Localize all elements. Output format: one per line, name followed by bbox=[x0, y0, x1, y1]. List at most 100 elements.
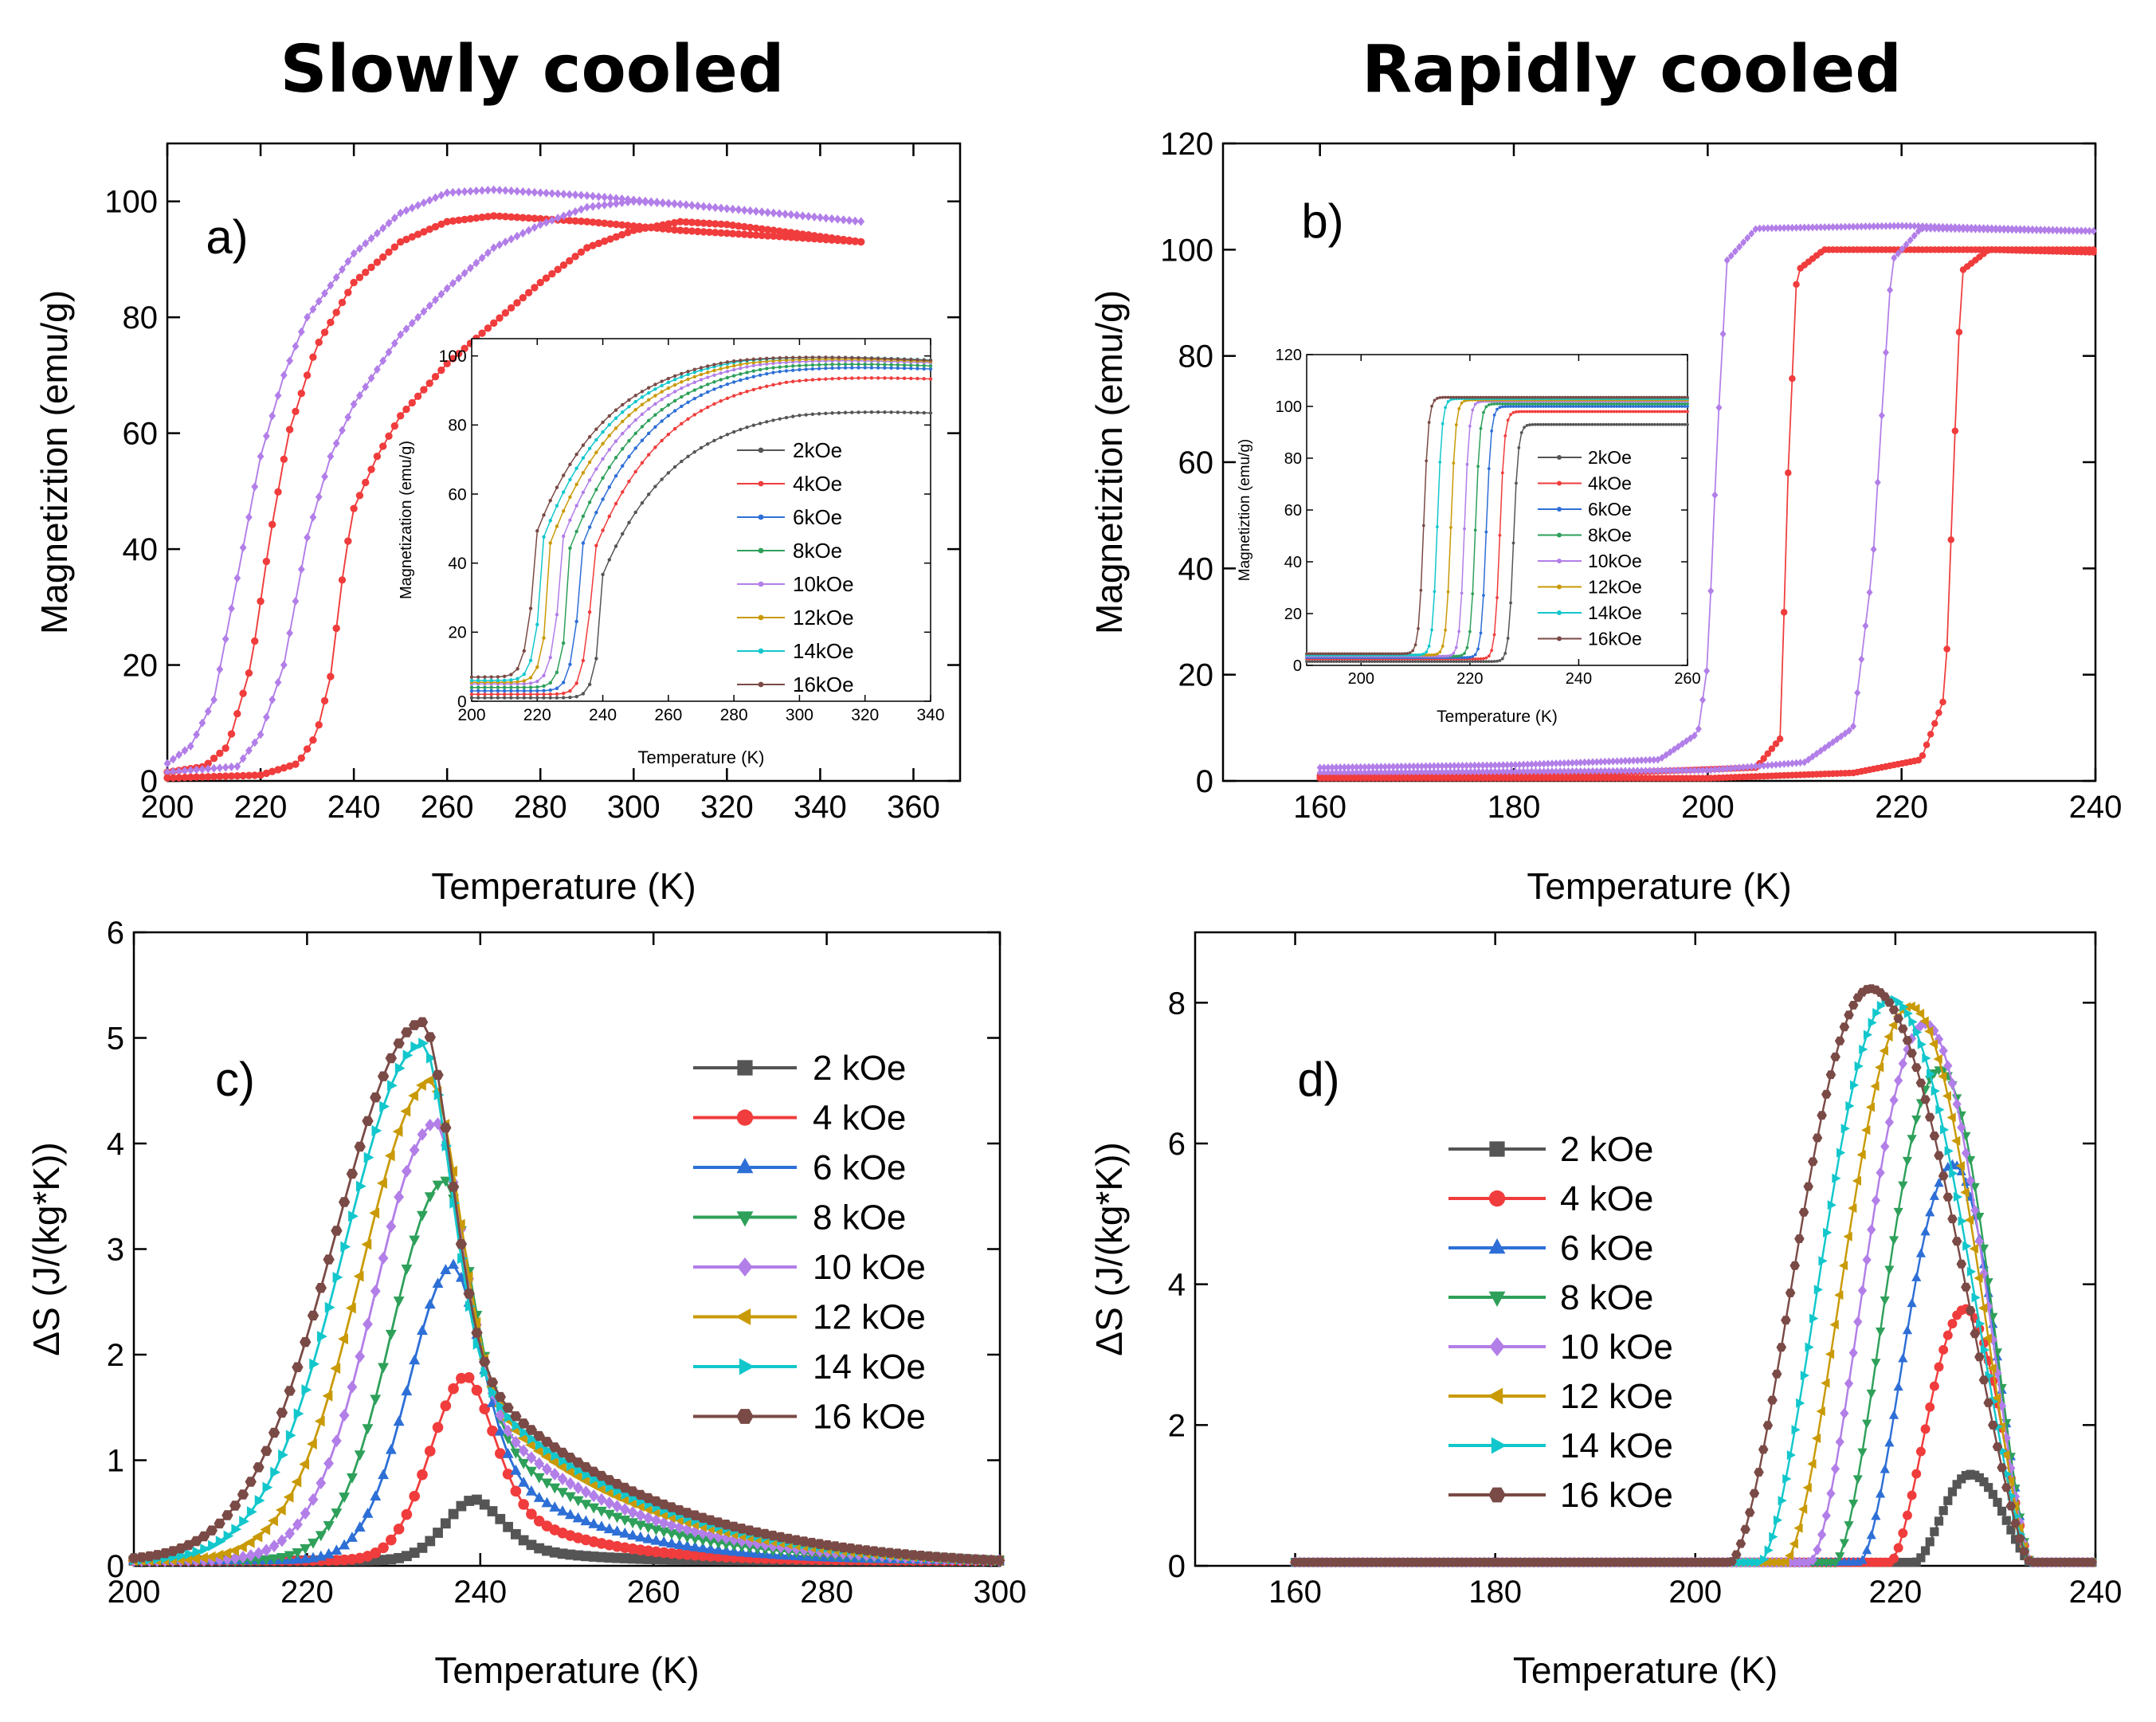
panel-a-series-2-marker bbox=[461, 269, 468, 278]
panel-a-series-3-marker bbox=[635, 226, 644, 233]
panel-b-inset-series-7-marker bbox=[1354, 652, 1358, 656]
panel-a-inset-series-3-marker bbox=[712, 380, 716, 384]
heading-right: Rapidly cooled bbox=[1362, 32, 1902, 108]
panel-a-series-3-marker bbox=[379, 442, 387, 450]
panel-b-inset-series-7-marker bbox=[1658, 395, 1662, 399]
panel-b-inset-series-1-marker bbox=[1528, 410, 1531, 414]
panel-c-series-7-marker bbox=[127, 1553, 140, 1563]
panel-a-inset-series-7-marker bbox=[758, 357, 762, 361]
panel-c-series-7-marker bbox=[845, 1543, 857, 1554]
panel-b-inset-series-7-marker bbox=[1596, 395, 1600, 399]
panel-c-series-6-marker bbox=[324, 1301, 335, 1313]
panel-a-inset-series-7-marker bbox=[857, 355, 860, 360]
panel-a-inset-series-5-marker bbox=[568, 495, 572, 500]
panel-d-series-2-marker bbox=[1925, 1207, 1935, 1217]
panel-a-inset-series-7-marker bbox=[653, 382, 657, 386]
panel-a-inset-series-1-marker bbox=[725, 396, 730, 401]
panel-b-inset-series-6-marker bbox=[1419, 653, 1423, 657]
panel-b-inset-series-0-marker bbox=[1457, 660, 1461, 663]
panel-a-series-3-marker bbox=[414, 392, 422, 400]
panel-c-series-1-marker bbox=[393, 1524, 405, 1535]
panel-c-series-4-marker bbox=[269, 1540, 280, 1553]
panel-b-inset-series-3-marker bbox=[1509, 402, 1512, 406]
panel-b-inset-series-4-marker bbox=[1449, 653, 1452, 657]
panel-a-series-2-marker bbox=[367, 374, 375, 383]
panel-b-inset-series-0-marker bbox=[1373, 660, 1377, 663]
panel-b-inset-series-2-marker bbox=[1533, 405, 1537, 408]
panel-a-inset-series-0-marker bbox=[607, 558, 612, 562]
panel-c-series-5-marker bbox=[361, 1238, 372, 1250]
panel-b-inset-series-3-marker bbox=[1547, 402, 1550, 406]
panel-c-series-7-marker bbox=[954, 1553, 966, 1563]
panel-d-series-3-marker bbox=[1857, 1448, 1868, 1457]
panel-b-inset-series-7-marker bbox=[1310, 652, 1314, 656]
panel-b-inset-series-2-marker bbox=[1468, 655, 1472, 659]
panel-d-series-2-marker bbox=[1857, 1555, 1868, 1564]
panel-b-inset-series-0-marker bbox=[1612, 422, 1616, 426]
panel-b-series-0-marker bbox=[1854, 222, 1861, 231]
panel-b-inset-series-7-marker bbox=[1357, 652, 1360, 656]
panel-a-series-2-marker bbox=[350, 399, 358, 409]
panel-a-inset-series-1-marker bbox=[509, 692, 513, 696]
panel-a-inset-series-5-marker bbox=[672, 382, 677, 387]
panel-b-series-0-marker bbox=[1874, 222, 1881, 230]
panel-b-series-2-marker bbox=[1357, 768, 1364, 777]
panel-c-series-6-marker bbox=[285, 1430, 296, 1442]
panel-b-series-2-marker bbox=[1520, 767, 1527, 776]
panel-a-inset-series-1-marker bbox=[739, 391, 743, 396]
panel-a-series-1-marker bbox=[385, 248, 393, 257]
panel-b-series-2-marker bbox=[2070, 226, 2077, 235]
panel-a-inset-series-4-marker bbox=[699, 378, 704, 382]
panel-a-series-1-marker bbox=[601, 219, 609, 227]
panel-b-series-2-marker bbox=[1524, 767, 1531, 776]
panel-a-inset-series-3-marker bbox=[574, 529, 578, 534]
panel-b-series-0-marker bbox=[1434, 762, 1441, 771]
panel-c-series-3-marker bbox=[557, 1488, 569, 1499]
panel-b-inset-series-6-marker bbox=[1430, 628, 1433, 632]
panel-d-series-2-marker bbox=[1875, 1489, 1886, 1498]
panel-b-inset-series-0-marker bbox=[1607, 422, 1610, 426]
panel-b-series-0-marker bbox=[1511, 760, 1519, 769]
panel-c-series-7-marker bbox=[985, 1555, 998, 1566]
panel-d-series-0-marker bbox=[1988, 1489, 1997, 1499]
panel-b-inset-series-0-marker bbox=[1658, 422, 1662, 426]
panel-b-series-0-marker bbox=[1386, 763, 1393, 771]
panel-c-legend-marker bbox=[735, 1308, 751, 1325]
panel-a-inset-xtick-label: 280 bbox=[720, 706, 748, 724]
panel-a-inset-series-4-marker bbox=[712, 373, 716, 378]
panel-b-inset-series-2-marker bbox=[1511, 405, 1515, 408]
panel-c-series-4-marker bbox=[518, 1444, 529, 1457]
panel-b-inset-series-7-marker bbox=[1544, 395, 1548, 399]
panel-a-inset-series-0-marker bbox=[883, 410, 887, 414]
panel-b-inset-series-0-marker bbox=[1547, 422, 1550, 426]
panel-b-inset-series-2-marker bbox=[1487, 467, 1491, 470]
panel-c-series-4-marker bbox=[339, 1409, 350, 1422]
panel-b-inset-series-3-marker bbox=[1615, 402, 1619, 406]
panel-c-series-7-marker bbox=[331, 1226, 343, 1236]
panel-a-series-3-marker bbox=[728, 222, 737, 229]
panel-b-inset-series-1-marker bbox=[1495, 596, 1499, 599]
panel-a-series-1-marker bbox=[705, 228, 714, 237]
panel-a-inset-series-6-marker bbox=[587, 446, 592, 451]
panel-a-inset-series-0-marker bbox=[719, 435, 723, 440]
panel-a-inset-series-1-marker bbox=[883, 376, 887, 380]
panel-b-series-0-marker bbox=[1887, 222, 1894, 230]
panel-b-inset-series-1-marker bbox=[1686, 410, 1689, 414]
panel-b-inset-series-3-marker bbox=[1471, 592, 1475, 596]
panel-a-inset-series-1-marker bbox=[607, 514, 612, 519]
panel-b-inset-series-0-marker bbox=[1362, 660, 1366, 663]
panel-b-series-0-marker bbox=[1503, 761, 1511, 770]
panel-c-series-1-marker bbox=[533, 1515, 545, 1527]
panel-d-series-0-marker bbox=[1916, 1553, 1926, 1563]
panel-b-series-2-marker bbox=[1711, 765, 1719, 774]
panel-a-inset-series-6-marker bbox=[646, 390, 651, 395]
panel-b-inset-series-3-marker bbox=[1596, 402, 1600, 406]
panel-a-series-1-marker bbox=[379, 253, 387, 261]
panel-c-series-2-marker bbox=[689, 1540, 701, 1551]
panel-b-inset-legend-label: 6kOe bbox=[1588, 499, 1632, 520]
panel-c-series-3-marker bbox=[253, 1555, 265, 1567]
panel-b-inset-series-3-marker bbox=[1555, 402, 1558, 406]
panel-b-series-0-marker bbox=[1695, 724, 1702, 733]
panel-a-xtick-label: 360 bbox=[887, 790, 940, 825]
panel-b-series-0-marker bbox=[1772, 224, 1779, 233]
